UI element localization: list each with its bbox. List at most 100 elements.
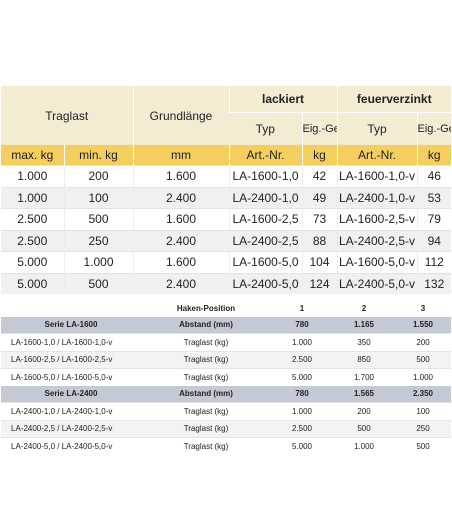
art-nr-lackiert-cell: LA-1600-5,0: [228, 251, 302, 273]
art-nr-lackiert-cell: LA-2400-5,0: [228, 272, 302, 294]
header-row-groups: Traglast Grundlänge lackiert feuerverzin…: [1, 86, 452, 145]
traglast-value: 2.500: [271, 350, 333, 369]
traglast-label: Traglast (kg): [141, 419, 271, 438]
traglast-value: 500: [395, 437, 451, 455]
min-kg-cell: 500: [63, 208, 133, 230]
traglast-value: 1.700: [333, 368, 395, 386]
table-row: 1.000 100 2.400 LA-2400-1,0 49 LA-2400-1,0-v 5…: [1, 186, 452, 209]
unit-min-kg: min. kg: [63, 145, 133, 166]
traglast-value: 5.000: [271, 368, 333, 386]
art-nr-feuerverzinkt-cell: LA-1600-2,5-v: [336, 208, 417, 230]
header-row-subgroups: Typ Eig.-Gew. Typ Eig.-Gew.: [1, 112, 452, 145]
max-kg-cell: 5.000: [1, 272, 64, 294]
art-nr-feuerverzinkt-cell: LA-2400-2,5-v: [336, 229, 417, 252]
table-row: LA-1600-5,0 / LA-1600-5,0-v Traglast (kg)…: [1, 368, 451, 386]
abstand-label: Abstand (mm): [141, 385, 271, 403]
traglast-value: 1.000: [333, 437, 395, 455]
table-row: LA-2400-2,5 / LA-2400-2,5-v Traglast (kg)…: [1, 419, 451, 438]
grundlaenge-cell: 1.600: [132, 165, 229, 187]
grundlaenge-cell: 2.400: [132, 186, 229, 209]
series-header-row: Serie LA-2400 Abstand (mm) 780 1.565 2.350: [1, 385, 451, 403]
hook-table-body: Serie LA-1600 Abstand (mm) 780 1.165 1.550 LA…: [1, 316, 451, 455]
unit-kg-feuerverzinkt: kg: [416, 145, 452, 166]
table-row: 5.000 500 2.400 LA-2400-5,0 124 LA-2400-5,0-v…: [1, 272, 452, 294]
traglast-header: Traglast: [1, 86, 133, 145]
gewicht-lackiert-cell: 124: [301, 272, 337, 294]
table-row: LA-1600-2,5 / LA-1600-2,5-v Traglast (kg)…: [1, 350, 451, 369]
traglast-label: Traglast (kg): [141, 402, 271, 420]
table-row: 5.000 1.000 1.600 LA-1600-5,0 104 LA-1600-5,0…: [1, 251, 452, 273]
unit-art-nr-lackiert: Art.-Nr.: [228, 145, 302, 166]
abstand-value: 780: [271, 385, 333, 403]
min-kg-cell: 500: [63, 272, 133, 294]
hook-position-spacer: [1, 300, 141, 317]
spec-sheet: Traglast Grundlänge lackiert feuerverzin…: [1, 86, 452, 455]
unit-kg-lackiert: kg: [301, 145, 337, 166]
hook-position-2: 2: [333, 300, 395, 317]
min-kg-cell: 100: [63, 186, 133, 209]
gewicht-feuerverzinkt-cell: 132: [416, 272, 452, 294]
eig-gew-header-lackiert: Eig.-Gew.: [301, 112, 337, 145]
series-name: Serie LA-2400: [1, 385, 141, 403]
grundlaenge-cell: 2.400: [132, 272, 229, 294]
max-kg-cell: 1.000: [1, 186, 64, 209]
abstand-value: 1.550: [395, 316, 451, 334]
max-kg-cell: 2.500: [1, 208, 64, 230]
type-cell: LA-2400-5,0 / LA-2400-5,0-v: [1, 437, 141, 455]
type-cell: LA-1600-1,0 / LA-1600-1,0-v: [1, 333, 141, 351]
max-kg-cell: 5.000: [1, 251, 64, 273]
typ-header-feuerverzinkt: Typ: [336, 112, 417, 145]
traglast-value: 5.000: [271, 437, 333, 455]
unit-art-nr-feuerverzinkt: Art.-Nr.: [336, 145, 417, 166]
gewicht-feuerverzinkt-cell: 79: [416, 208, 452, 230]
gewicht-lackiert-cell: 73: [301, 208, 337, 230]
abstand-value: 1.165: [333, 316, 395, 334]
min-kg-cell: 1.000: [63, 251, 133, 273]
traglast-value: 100: [395, 402, 451, 420]
hook-position-table: Haken-Position 1 2 3 Serie LA-1600 Abstan…: [1, 300, 451, 455]
type-cell: LA-2400-2,5 / LA-2400-2,5-v: [1, 419, 141, 438]
hook-position-header-row: Haken-Position 1 2 3: [1, 300, 451, 317]
traglast-value: 500: [395, 350, 451, 369]
abstand-label: Abstand (mm): [141, 316, 271, 334]
table-row: 1.000 200 1.600 LA-1600-1,0 42 LA-1600-1,0-v 4…: [1, 165, 452, 187]
grundlaenge-cell: 2.400: [132, 229, 229, 252]
art-nr-lackiert-cell: LA-1600-2,5: [228, 208, 302, 230]
art-nr-lackiert-cell: LA-2400-1,0: [228, 186, 302, 209]
traglast-label: Traglast (kg): [141, 437, 271, 455]
art-nr-feuerverzinkt-cell: LA-1600-5,0-v: [336, 251, 417, 273]
gewicht-lackiert-cell: 42: [301, 165, 337, 187]
art-nr-feuerverzinkt-cell: LA-2400-1,0-v: [336, 186, 417, 209]
main-spec-table: Traglast Grundlänge lackiert feuerverzin…: [1, 86, 452, 294]
unit-mm: mm: [132, 145, 229, 166]
traglast-value: 850: [333, 350, 395, 369]
gewicht-lackiert-cell: 49: [301, 186, 337, 209]
gewicht-feuerverzinkt-cell: 53: [416, 186, 452, 209]
gewicht-lackiert-cell: 104: [301, 251, 337, 273]
traglast-label: Traglast (kg): [141, 333, 271, 351]
series-header-row: Serie LA-1600 Abstand (mm) 780 1.165 1.550: [1, 316, 451, 334]
grundlaenge-header: Grundlänge: [132, 86, 229, 145]
type-cell: LA-2400-1,0 / LA-2400-1,0-v: [1, 402, 141, 420]
hook-position-label: Haken-Position: [141, 300, 271, 317]
unit-row: max. kg min. kg mm Art.-Nr. kg Art.-Nr. …: [1, 145, 452, 166]
min-kg-cell: 250: [63, 229, 133, 252]
table-row: 2.500 500 1.600 LA-1600-2,5 73 LA-1600-2,5-v 7…: [1, 208, 452, 230]
traglast-value: 350: [333, 333, 395, 351]
gewicht-feuerverzinkt-cell: 46: [416, 165, 452, 187]
traglast-label: Traglast (kg): [141, 350, 271, 369]
max-kg-cell: 1.000: [1, 165, 64, 187]
grundlaenge-cell: 1.600: [132, 251, 229, 273]
max-kg-cell: 2.500: [1, 229, 64, 252]
table-row: LA-1600-1,0 / LA-1600-1,0-v Traglast (kg)…: [1, 333, 451, 351]
art-nr-feuerverzinkt-cell: LA-2400-5,0-v: [336, 272, 417, 294]
art-nr-lackiert-cell: LA-2400-2,5: [228, 229, 302, 252]
hook-position-1: 1: [271, 300, 333, 317]
gewicht-lackiert-cell: 88: [301, 229, 337, 252]
main-table-body: 1.000 200 1.600 LA-1600-1,0 42 LA-1600-1,0-v 4…: [1, 165, 452, 294]
traglast-value: 200: [395, 333, 451, 351]
traglast-value: 250: [395, 419, 451, 438]
traglast-value: 1.000: [271, 333, 333, 351]
eig-gew-header-feuerverzinkt: Eig.-Gew.: [416, 112, 452, 145]
feuerverzinkt-header: feuerverzinkt: [336, 86, 452, 113]
